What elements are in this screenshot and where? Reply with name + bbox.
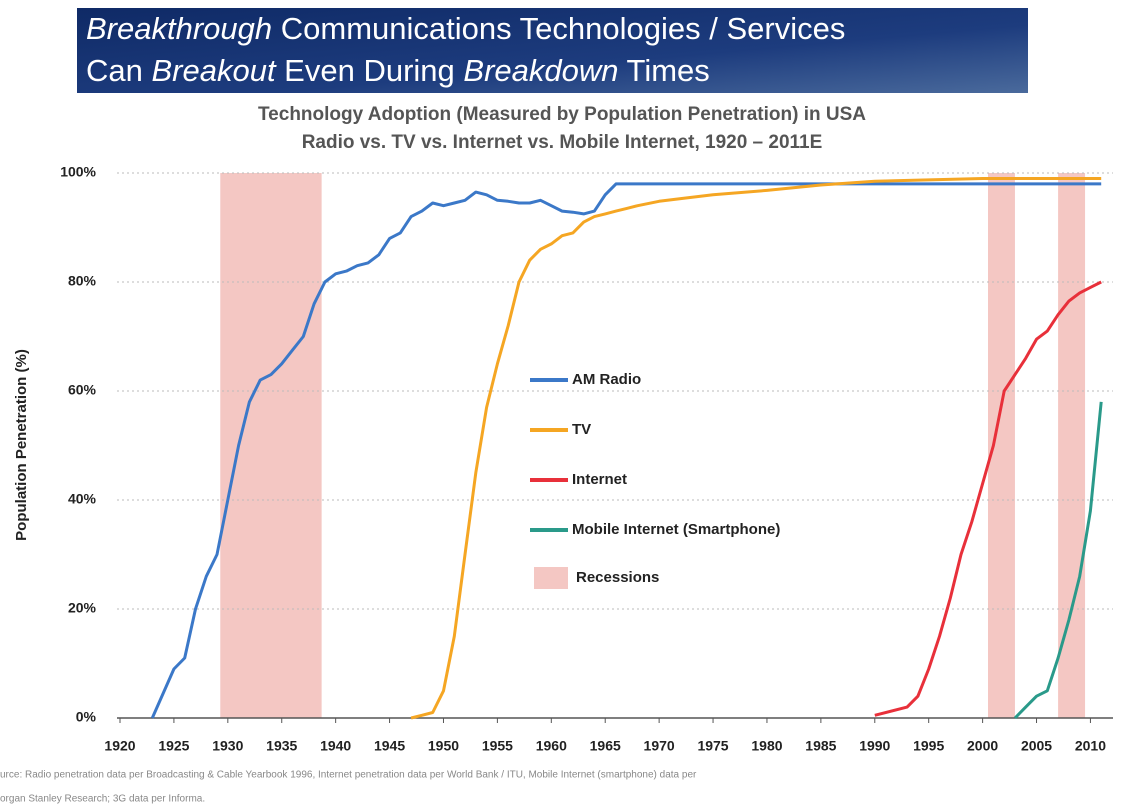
x-tick-label: 1925 [158,738,189,754]
banner-line: Breakthrough Communications Technologies… [86,11,845,46]
banner [77,8,1028,93]
banner-segment: Even During [276,53,464,88]
recession-band [1058,173,1086,718]
legend-label: Recessions [576,569,659,586]
banner-segment: Communications Technologies / Services [272,11,845,46]
recession-band [220,173,322,718]
x-tick-label: 1995 [913,738,944,754]
series-line [410,177,1102,720]
legend-label: Mobile Internet (Smartphone) [572,521,780,538]
x-tick-label: 1975 [697,738,728,754]
banner-text: Breakthrough Communications Technologies… [86,11,845,88]
x-tick-label: 1960 [536,738,567,754]
legend-label: AM Radio [572,371,641,388]
source-note: urce: Radio penetration data per Broadca… [0,770,697,781]
legend-label: Internet [572,471,627,488]
series-line [1013,401,1103,720]
x-tick-label: 1920 [104,738,135,754]
y-tick-label: 0% [76,709,97,725]
y-tick-label: 60% [68,382,97,398]
legend-label: TV [572,421,591,438]
y-tick-label: 100% [60,164,96,180]
x-tick-label: 1935 [266,738,297,754]
banner-segment: Breakdown [463,53,618,88]
x-tick-label: 1985 [805,738,836,754]
banner-line: Can Breakout Even During Breakdown Times [86,53,710,88]
series-line [874,280,1102,717]
y-tick-label: 40% [68,491,97,507]
chart-title: Technology Adoption (Measured by Populat… [258,104,866,125]
x-tick-label: 1965 [590,738,621,754]
x-tick-label: 2005 [1021,738,1052,754]
source-note: organ Stanley Research; 3G data per Info… [0,794,205,805]
y-axis-label: Population Penetration (%) [13,349,30,541]
banner-segment: Times [618,53,709,88]
banner-segment: Breakout [151,53,276,88]
legend-swatch [534,567,568,589]
x-tick-label: 1955 [482,738,513,754]
x-tick-label: 2000 [967,738,998,754]
x-tick-label: 1950 [428,738,459,754]
y-tick-label: 80% [68,273,97,289]
y-tick-label: 20% [68,600,97,616]
x-tick-label: 2010 [1075,738,1106,754]
chart-subtitle: Radio vs. TV vs. Internet vs. Mobile Int… [302,132,823,153]
x-tick-label: 1930 [212,738,243,754]
x-tick-label: 1970 [644,738,675,754]
banner-segment: Breakthrough [86,11,272,46]
x-tick-label: 1980 [751,738,782,754]
x-tick-label: 1990 [859,738,890,754]
banner-segment: Can [86,53,151,88]
x-tick-label: 1945 [374,738,405,754]
x-tick-label: 1940 [320,738,351,754]
series-line [150,182,1102,719]
